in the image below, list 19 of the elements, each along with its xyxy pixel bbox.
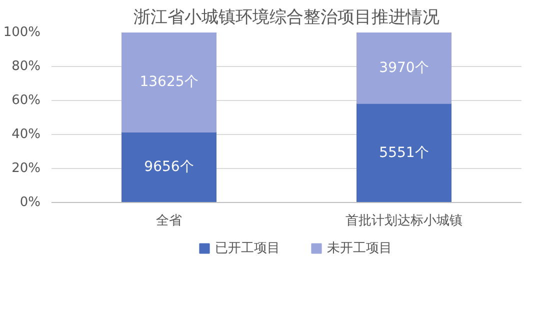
annotation: 3970个: [379, 60, 429, 76]
legend-label: 已开工项目: [215, 240, 280, 257]
y-tick-label: 80%: [12, 59, 41, 74]
legend-label: 未开工项目: [327, 240, 392, 257]
annotation: 9656个: [144, 159, 194, 176]
x-tick-label: 首批计划达标小城镇: [346, 214, 462, 228]
x-tick-label: 全省: [156, 214, 182, 228]
bar: [122, 131, 216, 202]
chart-title: 浙江省小城镇环境综合整治项目推进情况: [134, 8, 440, 28]
bar: [122, 32, 216, 132]
annotation: 13625个: [140, 74, 198, 90]
bar: [356, 32, 452, 104]
y-tick-label: 60%: [12, 93, 41, 108]
y-tick-label: 20%: [12, 161, 41, 176]
y-tick-label: 0%: [20, 195, 40, 210]
annotation: 5551个: [379, 144, 429, 161]
bar: [356, 102, 452, 202]
y-tick-label: 40%: [12, 127, 41, 142]
y-tick-label: 100%: [3, 25, 41, 40]
